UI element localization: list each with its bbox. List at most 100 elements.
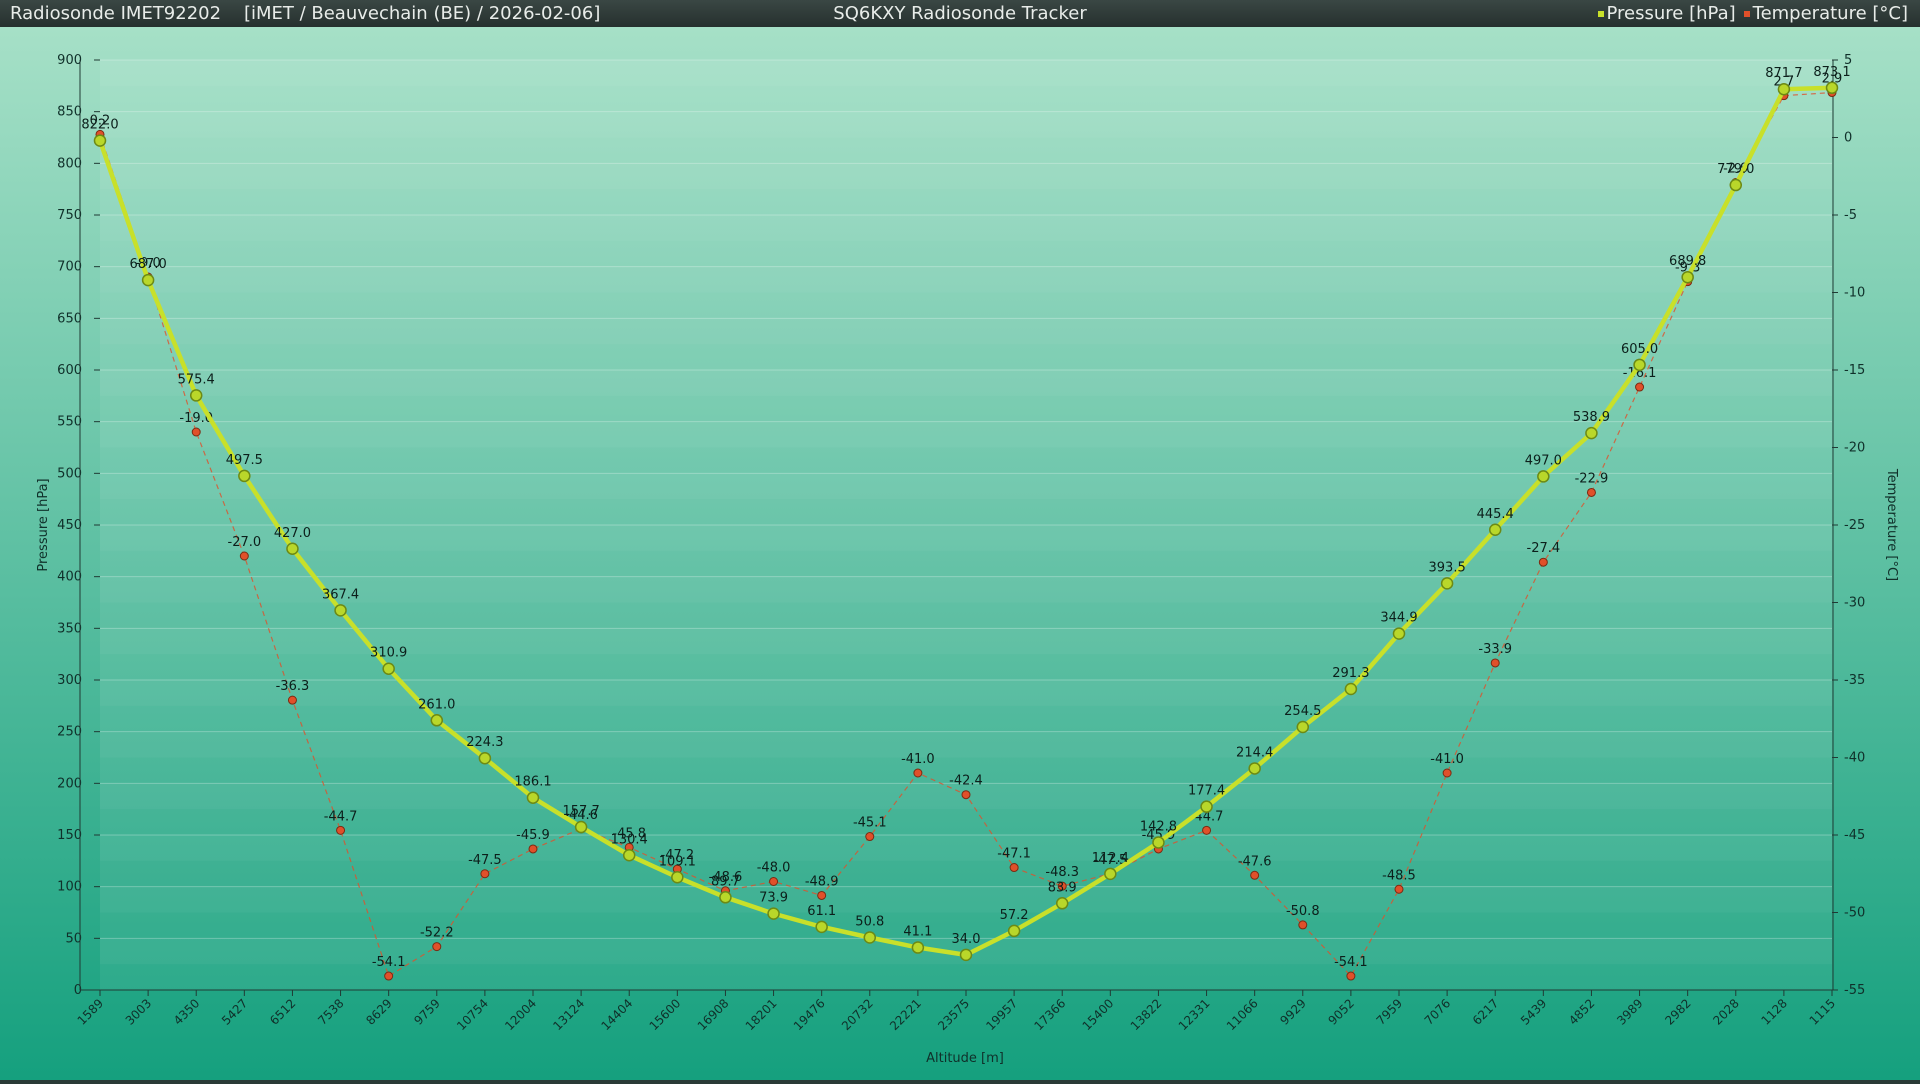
y2-tick-label: -25 — [1844, 518, 1865, 533]
pressure-data-label: 445.4 — [1477, 507, 1514, 522]
temperature-point — [1298, 920, 1308, 930]
temperature-data-label: -27.4 — [1527, 541, 1561, 556]
temperature-point — [528, 844, 538, 854]
y-tick-label: 700 — [57, 260, 82, 275]
legend-item-pressure[interactable]: Pressure [hPa] — [1597, 0, 1736, 27]
pressure-point — [1729, 178, 1743, 192]
temperature-point — [336, 825, 346, 835]
pressure-data-label: 83.9 — [1048, 880, 1077, 895]
pressure-data-label: 130.4 — [611, 832, 648, 847]
plot-band — [100, 576, 1832, 603]
temperature-data-label: -22.9 — [1575, 471, 1609, 486]
temperature-data-label: -36.3 — [276, 679, 310, 694]
plot-band — [100, 835, 1832, 861]
pressure-data-label: 34.0 — [952, 932, 981, 947]
plot-band — [100, 731, 1832, 758]
pressure-data-label: 344.9 — [1380, 611, 1417, 626]
temperature-point — [1009, 863, 1019, 873]
y2-tick-label: -55 — [1844, 983, 1865, 998]
pressure-point — [93, 134, 107, 147]
y-tick-label: 300 — [57, 673, 82, 688]
temperature-data-label: -45.8 — [612, 826, 646, 841]
pressure-point — [1777, 82, 1791, 96]
pressure-point — [382, 662, 395, 675]
pressure-point — [1055, 897, 1069, 910]
legend-label-pressure: Pressure [hPa] — [1606, 3, 1736, 24]
x-axis-label: Altitude [m] — [926, 1051, 1004, 1066]
temperature-data-label: -47.5 — [1094, 853, 1128, 868]
temperature-point — [913, 768, 923, 778]
pressure-point — [141, 273, 155, 287]
temperature-data-label: -41.0 — [1430, 752, 1464, 767]
temperature-data-label: -41.0 — [901, 752, 935, 767]
temperature-data-label: -47.6 — [1238, 854, 1272, 869]
temperature-point — [1202, 825, 1212, 835]
pressure-point — [1440, 577, 1454, 590]
temperature-point — [432, 942, 442, 952]
pressure-point — [1344, 682, 1358, 696]
pressure-point — [334, 604, 347, 617]
plot-band — [100, 215, 1832, 241]
chart-legend[interactable]: Pressure [hPa] Temperature [°C] — [1597, 0, 1908, 27]
pressure-data-label: 109.1 — [659, 854, 696, 869]
temperature-point — [817, 890, 827, 900]
temperature-point — [191, 427, 201, 437]
temperature-point — [1538, 557, 1548, 567]
temperature-data-label: -48.0 — [757, 861, 791, 876]
pressure-data-label: 367.4 — [322, 587, 359, 602]
pressure-point — [622, 849, 636, 862]
temperature-point — [1586, 487, 1596, 497]
pressure-data-label: 822.0 — [81, 118, 118, 133]
pressure-data-label: 497.5 — [226, 453, 263, 468]
pressure-point — [478, 751, 492, 765]
plot-band — [100, 680, 1832, 706]
pressure-point — [863, 931, 877, 944]
temperature-data-label: -47.5 — [468, 853, 502, 868]
y-axis-label: Pressure [hPa] — [36, 478, 51, 571]
pressure-data-label: 310.9 — [370, 646, 407, 661]
temperature-point — [1346, 971, 1356, 981]
plot-band — [100, 421, 1832, 448]
title-bar: Radiosonde IMET92202 [iMET / Beauvechain… — [0, 0, 1920, 27]
temperature-data-label: -45.9 — [1142, 828, 1176, 843]
temperature-data-label: -50.8 — [1286, 904, 1320, 919]
temperature-point — [961, 790, 971, 800]
pressure-point — [719, 891, 732, 904]
plot-band — [100, 111, 1832, 138]
temperature-data-label: 0.2 — [90, 113, 111, 128]
pressure-data-label: 497.0 — [1525, 453, 1562, 468]
y2-tick-label: -45 — [1844, 828, 1865, 843]
y-tick-label: 450 — [57, 518, 82, 533]
sonde-info-title: Radiosonde IMET92202 [iMET / Beauvechain… — [10, 3, 601, 24]
pressure-point — [911, 941, 925, 954]
y-tick-label: 500 — [57, 466, 82, 481]
plot-band — [100, 628, 1832, 655]
temperature-data-label: -54.1 — [372, 955, 406, 970]
temperature-data-label: -27.0 — [228, 535, 262, 550]
pressure-point — [1392, 627, 1406, 640]
pressure-point — [1488, 523, 1502, 537]
pressure-point — [815, 920, 828, 934]
y2-axis-label: Temperature [°C] — [1884, 468, 1899, 581]
legend-label-temperature: Temperature [°C] — [1752, 3, 1908, 24]
y-tick-label: 0 — [74, 983, 82, 998]
legend-item-temperature[interactable]: Temperature [°C] — [1743, 0, 1908, 27]
temperature-data-label: -48.5 — [1382, 868, 1416, 883]
pressure-point — [1248, 762, 1261, 775]
temperature-data-label: -44.7 — [324, 809, 358, 824]
y-tick-label: 350 — [57, 621, 82, 636]
temperature-data-label: -42.4 — [949, 774, 983, 789]
temperature-swatch-icon — [1743, 10, 1750, 17]
temperature-point — [769, 877, 779, 886]
temperature-point — [1442, 768, 1452, 778]
pressure-point — [1296, 720, 1310, 734]
temperature-data-label: 2.9 — [1822, 72, 1843, 87]
temperature-data-label: -48.6 — [709, 870, 743, 885]
y2-tick-label: -40 — [1844, 751, 1865, 766]
y2-tick-label: -30 — [1844, 596, 1865, 611]
pressure-data-label: 261.0 — [418, 697, 455, 712]
pressure-data-label: 538.9 — [1573, 410, 1610, 425]
temperature-point — [1250, 870, 1260, 880]
y-tick-label: 200 — [57, 776, 82, 791]
